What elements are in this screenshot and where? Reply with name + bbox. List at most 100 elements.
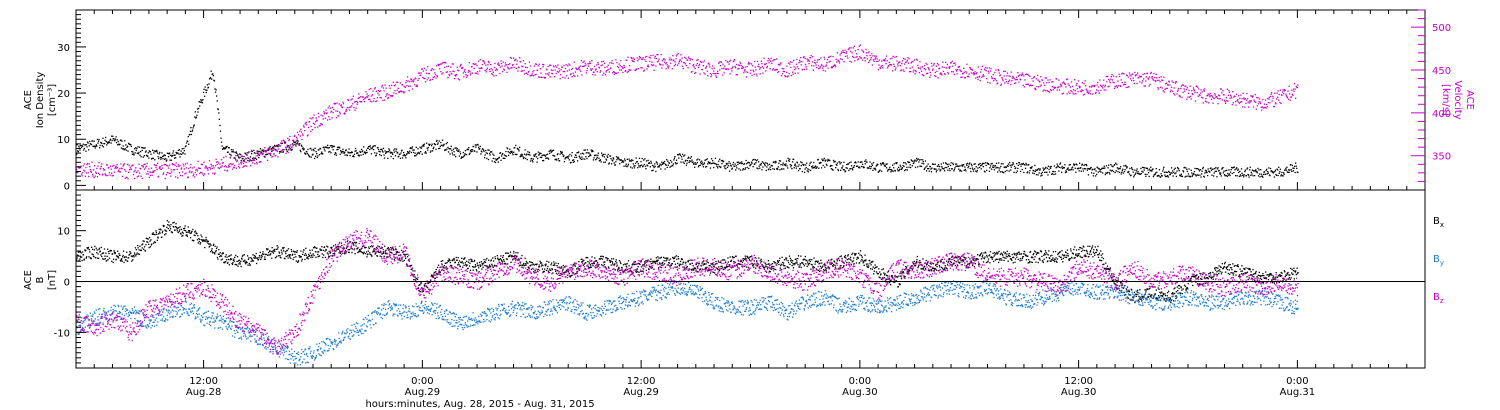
bx-point [251,257,253,260]
velocity-point [660,64,662,66]
velocity-point [315,117,317,119]
density-point [955,165,957,168]
velocity-point [878,64,880,66]
velocity-point [1143,78,1145,80]
bx-point [277,255,280,257]
velocity-point [1135,74,1138,76]
velocity-point [173,163,175,165]
velocity-point [582,61,584,64]
density-point [79,149,81,151]
density-point [347,151,349,153]
velocity-point [164,163,166,166]
velocity-point [395,81,398,83]
density-point [1069,164,1071,166]
density-point [1168,170,1170,172]
velocity-point [585,64,587,66]
density-point [982,166,984,168]
density-point [1223,170,1225,172]
density-point [398,155,400,157]
density-point [865,159,867,161]
density-point [143,147,145,149]
velocity-point [242,166,244,168]
velocity-point [1101,85,1103,87]
velocity-point [613,73,615,76]
density-point [236,152,238,154]
velocity-point [732,66,734,68]
density-point [1294,171,1296,174]
density-point [937,165,939,167]
density-point [1069,169,1071,171]
density-point [278,151,281,153]
velocity-point [383,99,386,101]
bx-point [130,252,132,254]
density-point [1240,175,1242,177]
velocity-point [464,71,467,74]
density-point [840,169,842,171]
velocity-point [1094,92,1097,94]
velocity-point [1258,101,1260,103]
velocity-point [557,71,560,73]
velocity-point [323,113,325,115]
velocity-point [1041,79,1044,81]
velocity-point [330,110,333,112]
density-point [421,146,423,148]
velocity-point [706,65,708,67]
density-point [593,157,595,159]
velocity-point [438,64,440,66]
density-point [182,152,184,154]
density-point [1128,170,1130,173]
velocity-point [855,56,857,59]
velocity-point [1210,98,1213,100]
velocity-point [144,163,146,165]
density-point [431,143,433,145]
density-point [984,162,987,164]
velocity-point [546,73,549,75]
velocity-point [403,92,405,94]
velocity-point [852,47,854,49]
density-point [551,150,553,153]
velocity-point [624,70,626,72]
density-point [374,152,376,154]
density-point [185,145,187,147]
density-point [1158,169,1161,171]
density-point [739,161,741,164]
bx-point [296,251,298,253]
density-point [1075,171,1077,173]
velocity-point [1197,95,1199,97]
density-point [1044,167,1046,170]
velocity-point [533,69,535,72]
velocity-point [413,79,415,81]
density-point [555,158,557,160]
density-point [537,157,539,160]
velocity-point [842,51,844,53]
density-point [122,145,124,147]
velocity-point [261,154,264,156]
velocity-point [137,175,140,177]
density-point [1065,170,1067,172]
bx-point [118,253,120,255]
density-point [550,149,552,151]
density-point [1028,164,1030,166]
velocity-point [673,59,675,61]
velocity-point [215,158,217,160]
velocity-point [1266,105,1268,108]
density-point [348,148,350,150]
velocity-point [147,173,149,175]
density-point [540,152,542,155]
density-point [898,170,900,172]
velocity-point [1288,85,1290,87]
velocity-point [742,67,744,69]
density-point [706,158,708,160]
density-point [653,166,655,169]
density-point [409,150,411,152]
density-point [771,165,773,167]
velocity-point [1274,92,1276,94]
bx-point [184,225,186,227]
velocity-point [872,59,875,61]
density-point [342,151,345,153]
velocity-point [933,63,935,65]
bx-point [153,242,155,244]
velocity-point [639,56,642,59]
density-point [195,116,198,118]
bx-point [89,251,91,253]
